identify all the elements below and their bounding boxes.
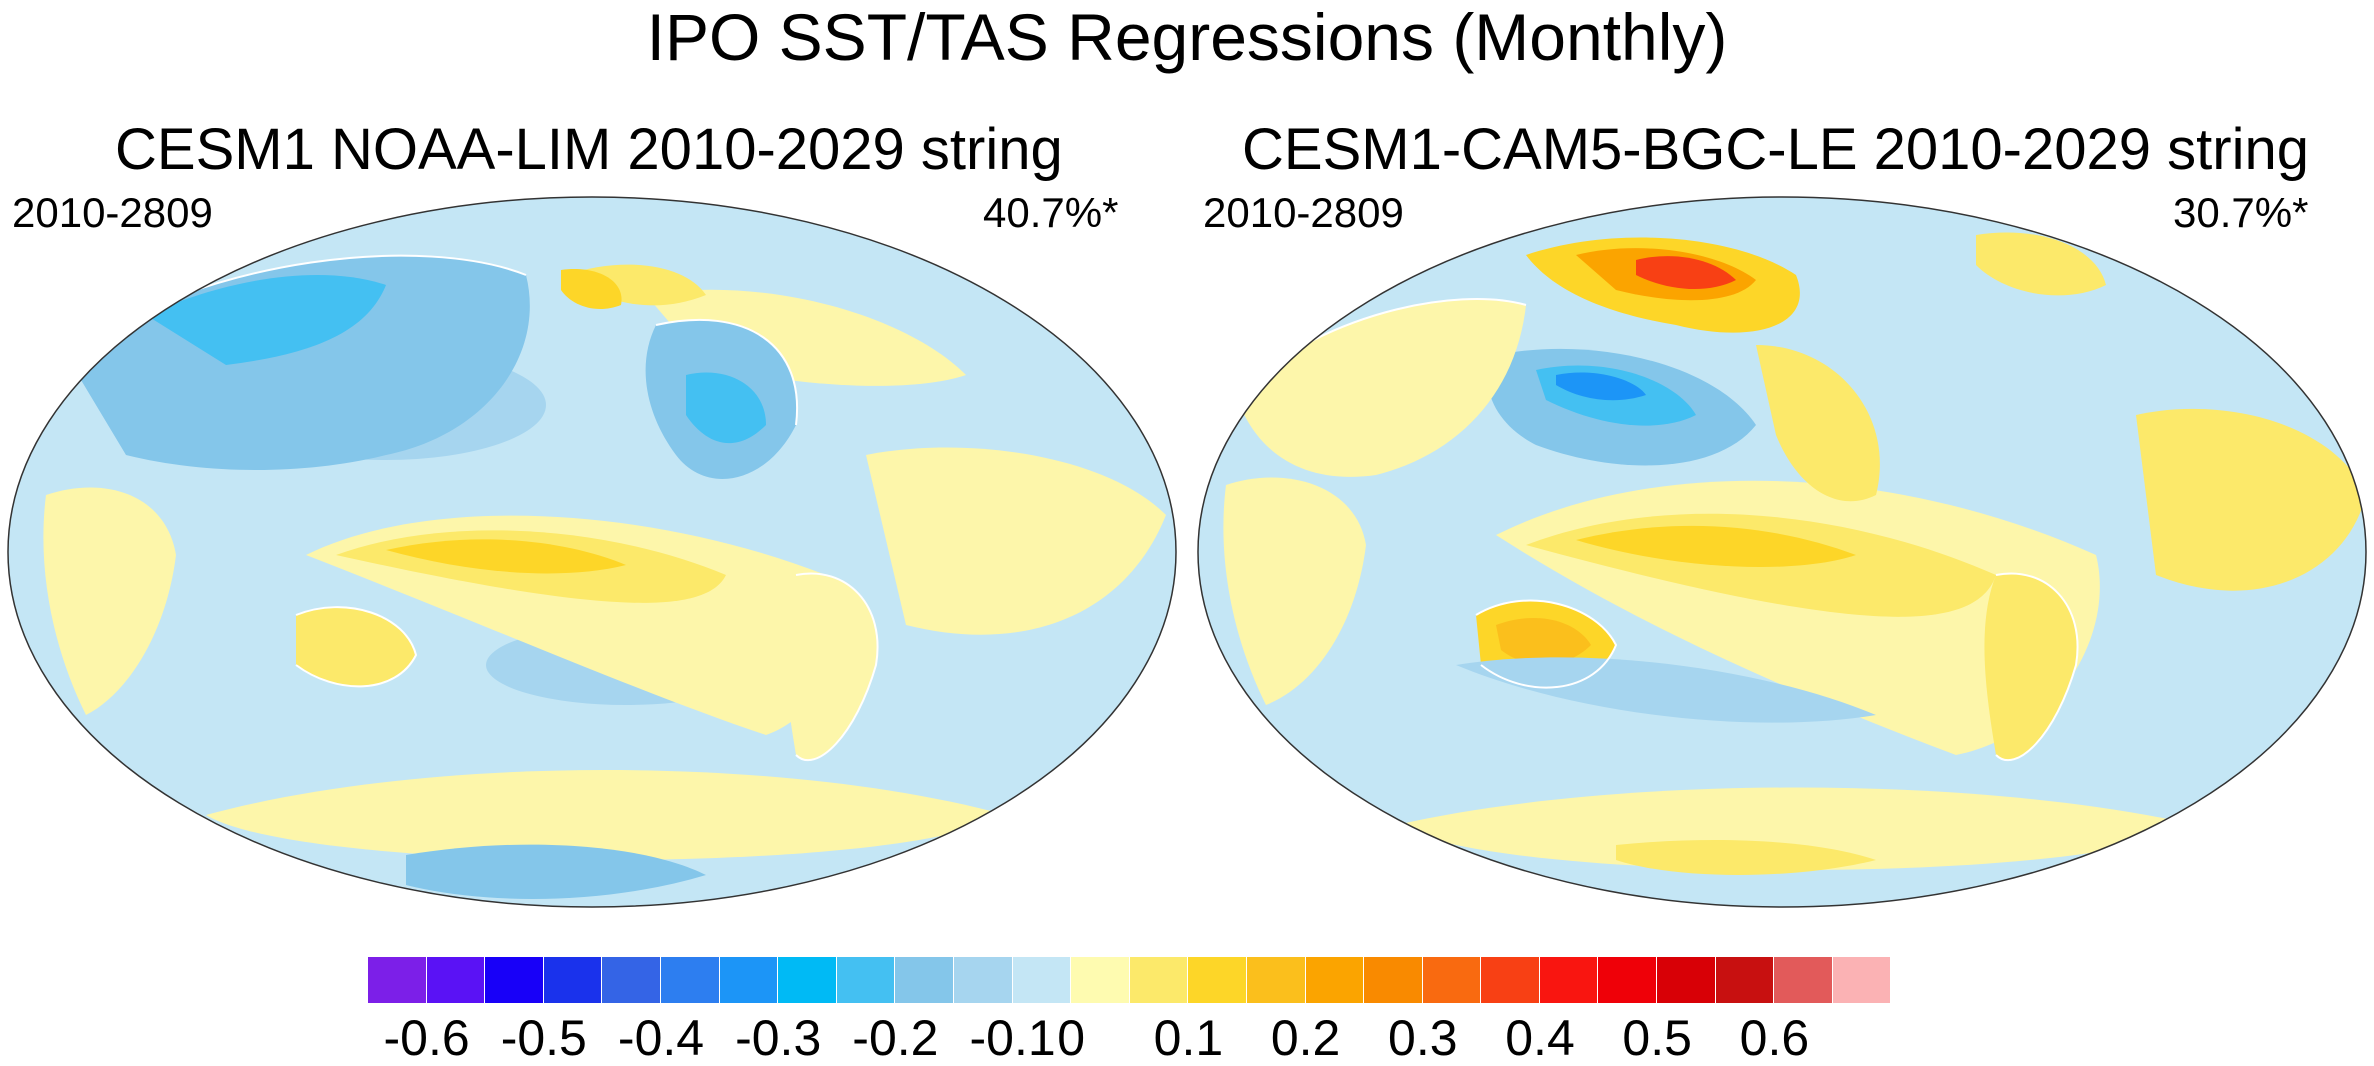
colorbar-tick-label: 0.5 — [1622, 1010, 1692, 1066]
positive-region — [1756, 345, 1880, 502]
panel-2-period: 2010-2809 — [1203, 189, 1404, 236]
positive-region — [386, 539, 626, 574]
map-outline — [7, 196, 1177, 908]
negative-region — [146, 275, 386, 365]
colorbar-swatch — [1598, 957, 1658, 1003]
colorbar-swatch — [778, 957, 837, 1003]
colorbar-tick-label: -0.2 — [852, 1010, 939, 1066]
panel-1-title: CESM1 NOAA-LIM 2010-2029 string — [115, 117, 1063, 182]
colorbar-tick-label: 0.2 — [1270, 1010, 1341, 1066]
map-outline — [1197, 196, 2367, 908]
negative-region — [406, 844, 706, 899]
positive-region — [1616, 840, 1876, 875]
positive-region — [866, 447, 1166, 635]
panel-1-variance: 40.7%* — [983, 189, 1119, 236]
coastlines — [65, 254, 879, 762]
positive-region — [296, 607, 416, 687]
negative-region — [1456, 657, 1876, 723]
colorbar-swatch — [1832, 957, 1892, 1003]
colorbar-tick-label: -0.6 — [383, 1010, 470, 1066]
colorbar-swatch — [895, 957, 954, 1003]
positive-region — [1576, 525, 1856, 567]
colorbar-tick-label: -0.1 — [969, 1010, 1056, 1066]
colorbar-swatch — [543, 957, 603, 1003]
positive-region — [1636, 256, 1736, 290]
positive-region — [561, 269, 622, 310]
map-panel-1 — [7, 196, 1177, 908]
colorbar-tick-label: 0.3 — [1388, 1010, 1458, 1066]
colorbar-swatch — [1246, 957, 1306, 1003]
positive-region — [1984, 573, 2078, 761]
colorbar-tick-label: 0.6 — [1739, 1010, 1810, 1066]
colorbar-tick-label: 0.4 — [1505, 1010, 1575, 1066]
colorbar-swatch — [1071, 957, 1130, 1003]
positive-region — [43, 487, 177, 715]
positive-region — [1976, 232, 2106, 296]
colorbar-swatch — [1305, 957, 1365, 1003]
colorbar-swatch — [602, 957, 661, 1003]
colorbar-tick-label: 0.1 — [1153, 1010, 1224, 1066]
colorbar-swatch — [660, 957, 720, 1003]
colorbar-tick-label: -0.4 — [617, 1010, 705, 1066]
panel-2-variance: 30.7%* — [2173, 189, 2309, 236]
colorbar-swatch — [1422, 957, 1482, 1003]
colorbar-swatch — [1129, 957, 1189, 1003]
colorbar-swatch — [1481, 957, 1540, 1003]
colorbar-swatch — [1715, 957, 1775, 1003]
colorbar-swatch — [1657, 957, 1716, 1003]
colorbar-swatch — [1539, 957, 1599, 1003]
figure-title: IPO SST/TAS Regressions (Monthly) — [646, 0, 1728, 74]
panel-2-title: CESM1-CAM5-BGC-LE 2010-2029 string — [1242, 117, 2309, 182]
positive-region — [1223, 477, 1366, 705]
colorbar-swatch — [1012, 957, 1072, 1003]
colorbar-swatch — [836, 957, 896, 1003]
colorbar-tick-label: 0 — [1057, 1010, 1086, 1066]
colorbar — [368, 957, 1892, 1003]
colorbar-swatch — [368, 957, 427, 1003]
negative-region — [686, 372, 766, 444]
colorbar-swatch — [1774, 957, 1833, 1003]
colorbar-tick-label: -0.5 — [500, 1010, 587, 1066]
colorbar-swatch — [485, 957, 544, 1003]
positive-region — [2136, 408, 2366, 591]
panel-1-period: 2010-2809 — [12, 189, 213, 236]
positive-region — [1396, 787, 2196, 870]
colorbar-swatch — [953, 957, 1013, 1003]
positive-region — [206, 770, 1006, 860]
colorbar-tick-label: -0.3 — [735, 1010, 822, 1066]
colorbar-swatch — [1364, 957, 1423, 1003]
negative-region — [1556, 372, 1646, 401]
positive-region — [1496, 617, 1591, 665]
positive-region — [784, 573, 878, 761]
colorbar-swatch — [426, 957, 486, 1003]
colorbar-swatch — [719, 957, 779, 1003]
colorbar-swatch — [1188, 957, 1247, 1003]
map-panel-2 — [1197, 196, 2367, 908]
